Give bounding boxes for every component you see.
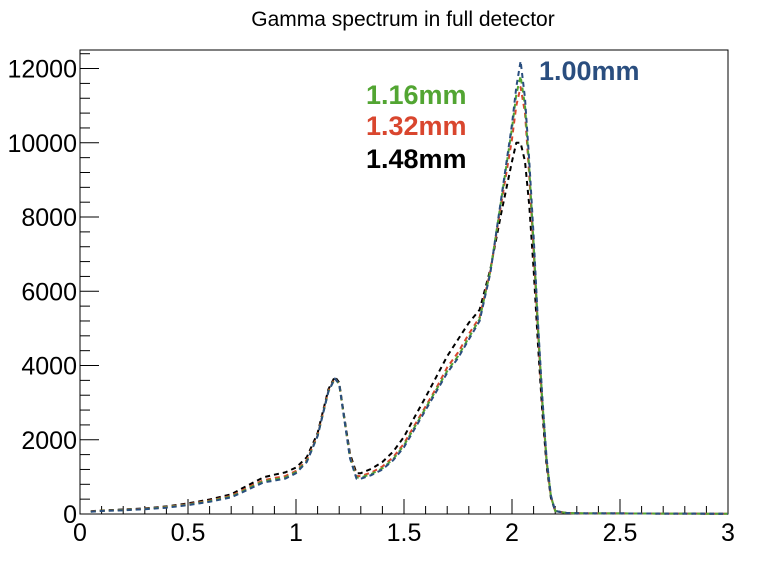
x-tick-label: 2.5: [603, 519, 638, 547]
series-line: [90, 75, 729, 515]
x-tick-label: 1.5: [387, 519, 422, 547]
chart-title: Gamma spectrum in full detector: [251, 8, 554, 31]
x-tick-label: 0: [73, 519, 87, 547]
y-tick-label: 10000: [7, 130, 77, 158]
legend-label: 1.16mm: [366, 80, 467, 110]
x-tick-label: 1: [289, 519, 303, 547]
series-line: [90, 141, 729, 515]
major-ticks: [79, 68, 729, 515]
y-tick-label: 2000: [21, 427, 77, 455]
tick-labels: 0 0.5 1 1.5 2 2.5 3 0 2000 4000 6000 8000 10000 12000: [7, 56, 734, 547]
legend-label: 1.32mm: [366, 111, 467, 141]
y-tick-label: 8000: [21, 204, 77, 232]
legend-label: 1.48mm: [366, 144, 467, 174]
legend-label: 1.00mm: [539, 56, 640, 86]
x-tick-label: 2: [505, 519, 519, 547]
series-layer: [90, 60, 729, 515]
y-tick-label: 6000: [21, 278, 77, 306]
series-line: [90, 60, 729, 515]
y-tick-label: 0: [63, 501, 77, 529]
x-tick-label: 0.5: [171, 519, 206, 547]
y-tick-label: 4000: [21, 353, 77, 381]
x-tick-label: 3: [721, 519, 735, 547]
y-tick-label: 12000: [7, 56, 77, 84]
